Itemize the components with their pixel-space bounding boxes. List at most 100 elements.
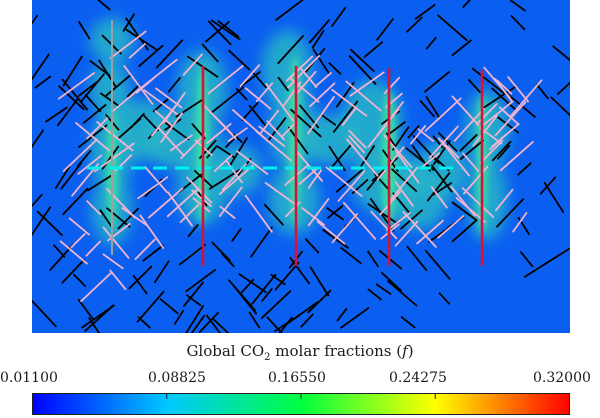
natural-fracture bbox=[327, 205, 344, 219]
natural-fracture bbox=[491, 87, 517, 111]
connected-fracture bbox=[428, 125, 459, 159]
connected-fracture bbox=[80, 271, 112, 303]
connected-fracture bbox=[62, 138, 98, 172]
natural-fracture bbox=[32, 129, 44, 149]
connected-fracture-network bbox=[57, 30, 543, 303]
colorbar-tick-label: 0.24275 bbox=[389, 370, 447, 386]
connected-fracture bbox=[430, 186, 448, 209]
natural-fracture bbox=[240, 278, 255, 294]
connected-fracture bbox=[441, 140, 460, 159]
connected-fracture bbox=[264, 181, 299, 207]
connected-fracture bbox=[144, 166, 168, 194]
natural-fracture bbox=[173, 309, 185, 325]
connected-fracture bbox=[227, 127, 248, 142]
connected-fracture bbox=[68, 217, 90, 236]
natural-fracture bbox=[335, 82, 355, 108]
natural-fracture bbox=[300, 313, 314, 328]
connected-fracture bbox=[437, 215, 465, 239]
natural-fracture bbox=[543, 181, 565, 213]
natural-fracture bbox=[451, 219, 478, 243]
connected-fracture bbox=[219, 205, 236, 219]
natural-fracture bbox=[240, 71, 261, 88]
natural-fracture bbox=[32, 14, 39, 25]
connected-fracture bbox=[494, 101, 527, 137]
natural-fracture bbox=[320, 113, 337, 126]
connected-fracture bbox=[179, 204, 199, 224]
natural-fracture bbox=[275, 0, 304, 21]
natural-fracture bbox=[58, 85, 85, 111]
connected-fracture bbox=[298, 166, 320, 186]
natural-fracture bbox=[34, 75, 52, 89]
connected-fracture bbox=[331, 213, 359, 244]
connected-fracture bbox=[218, 186, 243, 218]
natural-fracture bbox=[62, 187, 89, 216]
connected-fracture bbox=[370, 210, 398, 240]
natural-fracture bbox=[32, 53, 50, 81]
connected-fracture bbox=[287, 55, 321, 89]
natural-fracture bbox=[88, 317, 101, 333]
connected-fracture bbox=[192, 197, 211, 213]
natural-fracture bbox=[387, 280, 418, 307]
natural-fracture bbox=[32, 206, 52, 237]
natural-fracture bbox=[405, 147, 435, 171]
natural-fracture bbox=[497, 144, 511, 160]
natural-fracture bbox=[483, 85, 517, 109]
co2-plume bbox=[212, 145, 262, 195]
natural-fracture bbox=[155, 39, 184, 69]
natural-fracture bbox=[248, 104, 267, 127]
well-layer bbox=[87, 20, 484, 266]
natural-fracture bbox=[211, 241, 231, 262]
connected-fracture bbox=[480, 100, 514, 128]
natural-fracture bbox=[154, 260, 170, 284]
connected-fracture bbox=[157, 126, 185, 157]
natural-fracture bbox=[391, 168, 418, 192]
natural-fracture bbox=[376, 18, 394, 41]
natural-fracture bbox=[550, 96, 570, 117]
natural-fracture bbox=[308, 19, 330, 44]
connected-fracture bbox=[285, 55, 314, 82]
natural-fracture bbox=[185, 305, 205, 333]
natural-fracture bbox=[312, 48, 331, 76]
natural-fracture bbox=[277, 35, 305, 64]
natural-fracture bbox=[248, 311, 261, 329]
natural-fracture bbox=[187, 223, 199, 238]
simulation-field bbox=[32, 0, 570, 333]
natural-fracture bbox=[105, 74, 131, 97]
connected-fracture bbox=[479, 126, 503, 145]
co2-plume-layer bbox=[90, 18, 509, 245]
connected-fracture bbox=[491, 123, 520, 148]
connected-fracture bbox=[143, 89, 178, 115]
colorbar-ticks bbox=[32, 393, 570, 399]
connected-fracture bbox=[160, 112, 183, 143]
natural-fracture bbox=[438, 292, 451, 305]
natural-fracture bbox=[142, 113, 159, 132]
natural-fracture bbox=[152, 98, 169, 113]
natural-fracture bbox=[328, 145, 346, 172]
connected-fracture bbox=[169, 134, 193, 152]
natural-fracture bbox=[278, 316, 293, 333]
natural-fracture bbox=[349, 48, 375, 72]
natural-fracture bbox=[206, 145, 218, 159]
natural-fracture bbox=[96, 0, 111, 11]
connected-fracture bbox=[59, 240, 88, 265]
natural-fracture bbox=[375, 283, 392, 295]
connected-fracture bbox=[348, 129, 367, 149]
co2-plume bbox=[467, 160, 507, 240]
connected-fracture bbox=[213, 154, 233, 173]
natural-fracture bbox=[205, 314, 221, 333]
natural-fracture bbox=[467, 79, 481, 93]
colorbar bbox=[32, 393, 570, 415]
natural-fracture bbox=[73, 273, 86, 287]
natural-fracture bbox=[517, 162, 532, 176]
connected-fracture bbox=[341, 106, 358, 127]
colorbar-title-variable: f bbox=[402, 342, 408, 360]
connected-fracture bbox=[201, 103, 237, 140]
natural-fracture bbox=[425, 36, 437, 50]
connected-fracture bbox=[102, 226, 130, 259]
natural-fracture bbox=[62, 55, 83, 87]
connected-fracture bbox=[509, 79, 543, 118]
connected-fracture bbox=[307, 95, 335, 135]
connected-fracture bbox=[462, 152, 480, 173]
natural-fracture bbox=[414, 4, 436, 20]
connected-fracture bbox=[479, 139, 504, 164]
